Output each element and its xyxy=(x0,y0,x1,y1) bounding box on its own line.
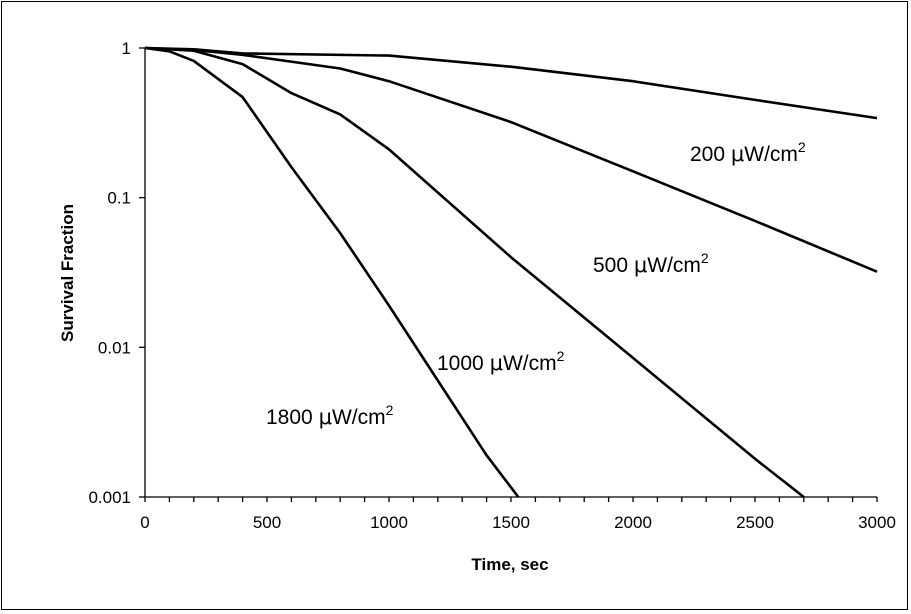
series-line-2 xyxy=(144,46,805,499)
axes: 0 500 1000 1500 2000 2500 3000 1 0.1 0.01 0.001 xyxy=(88,39,895,532)
y-tick-label: 0.1 xyxy=(107,189,131,208)
x-tick-label: 500 xyxy=(253,513,281,532)
y-tick-label: 1 xyxy=(122,39,131,58)
series-line-0 xyxy=(144,46,878,120)
series-label-3: 1800 μW/cm2 xyxy=(266,402,394,429)
y-tick-label: 0.001 xyxy=(88,488,131,507)
y-tick-label: 0.01 xyxy=(98,338,131,357)
x-tick-label: 1000 xyxy=(370,513,408,532)
series-lines xyxy=(144,46,878,499)
series-labels: 200 μW/cm2 500 μW/cm2 1000 μW/cm2 1800 μW/c… xyxy=(266,139,806,429)
x-tick-label: 1500 xyxy=(492,513,530,532)
x-tick-label: 0 xyxy=(140,513,149,532)
series-line-1 xyxy=(144,46,878,273)
x-tick-label: 3000 xyxy=(858,513,896,532)
x-tick-label: 2000 xyxy=(614,513,652,532)
series-label-2: 1000 μW/cm2 xyxy=(437,348,565,375)
series-label-1: 500 μW/cm2 xyxy=(593,250,709,277)
y-axis-title: Survival Fraction xyxy=(58,204,77,342)
x-tick-label: 2500 xyxy=(736,513,774,532)
series-line-3 xyxy=(144,46,520,498)
series-label-0: 200 μW/cm2 xyxy=(690,139,806,166)
x-axis-title: Time, sec xyxy=(471,555,548,574)
